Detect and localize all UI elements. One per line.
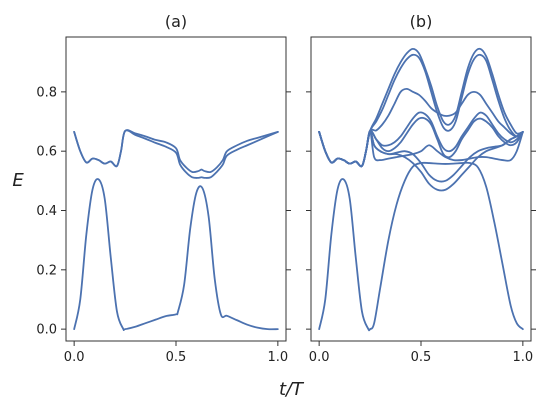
panel-b-xtick-label-0: 0.0 xyxy=(309,350,330,365)
panel-b-series-2 xyxy=(318,130,524,183)
panel-a-xtick-label-2: 1.0 xyxy=(268,350,289,365)
panel-a-series-0 xyxy=(73,178,279,332)
panel-a-ytick-label-4: 0.8 xyxy=(36,85,57,100)
panel-b-xtick-label-1: 0.5 xyxy=(411,350,432,365)
panel-a-ytick-label-0: 0.0 xyxy=(36,323,57,338)
panel-a-xtick-label-1: 0.5 xyxy=(166,350,187,365)
panel-b-series-3 xyxy=(318,130,524,192)
panel-a-ytick-label-1: 0.2 xyxy=(36,263,57,278)
panel-a-series-1 xyxy=(73,129,279,174)
panel-a-title: (a) xyxy=(165,12,187,31)
panel-a-ytick-label-3: 0.6 xyxy=(36,145,57,160)
panel-b-xtick-label-2: 1.0 xyxy=(513,350,534,365)
panel-a-frame xyxy=(65,36,287,342)
panel-a-series-2 xyxy=(73,129,279,179)
x-axis-label: t/T xyxy=(279,379,305,400)
panel-b-title: (b) xyxy=(410,12,433,31)
panel-b-series-8 xyxy=(318,53,524,168)
panel-b-frame xyxy=(310,36,532,342)
panel-a-ytick-label-2: 0.4 xyxy=(36,204,57,219)
panel-a-xtick-label-0: 0.0 xyxy=(64,350,85,365)
panel-b: (b) 0.0 0.5 1.0 xyxy=(306,12,536,365)
y-axis-label: E xyxy=(12,170,24,191)
panel-a: (a) 0.0 0.5 1.0 0.0 0.2 0.4 0.6 0.8 xyxy=(36,12,291,365)
panel-b-series-0 xyxy=(318,161,524,332)
